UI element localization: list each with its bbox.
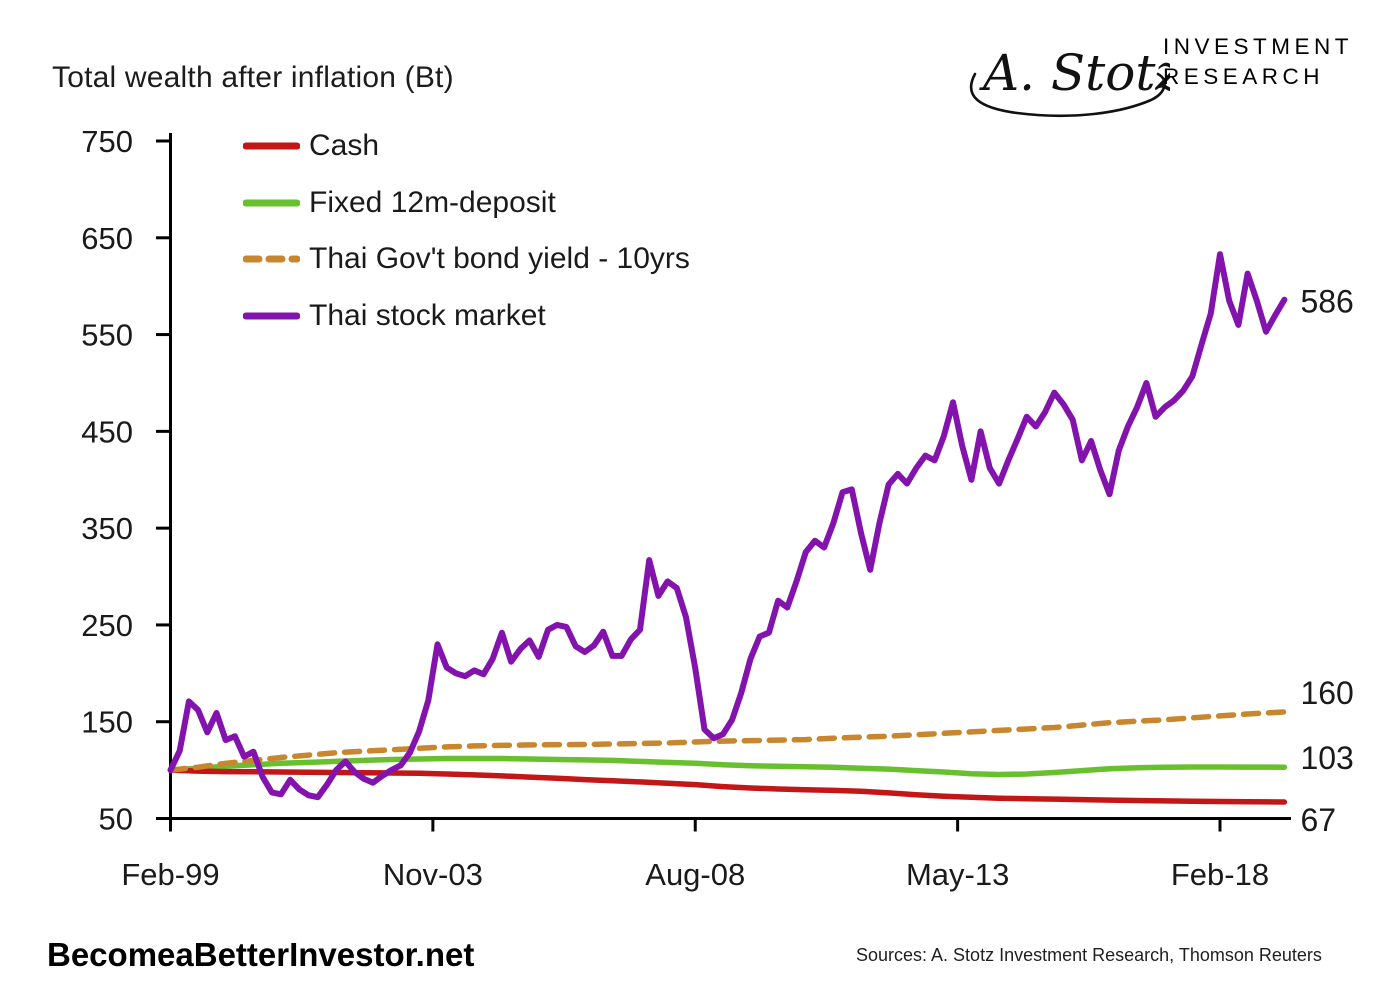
- legend-swatch-cash: [243, 142, 300, 150]
- y-tick-label: 50: [99, 802, 133, 837]
- y-tick-label: 450: [81, 414, 133, 449]
- legend-label: Thai stock market: [309, 298, 546, 332]
- logo-wordmark: INVESTMENT RESEARCH: [1163, 32, 1353, 92]
- series-line-thai-stock-market: [167, 251, 1288, 801]
- legend-label: Fixed 12m-deposit: [309, 185, 556, 219]
- legend-swatch-thai-gov-t-bond-yield-10yrs: [243, 255, 300, 263]
- legend-swatch-thai-stock-market: [243, 312, 300, 320]
- end-label-thai-stock-market: 586: [1300, 284, 1353, 320]
- logo-wordmark-line2: RESEARCH: [1163, 64, 1325, 89]
- x-tick-label: May-13: [906, 857, 1009, 892]
- series-line-cash: [167, 767, 1288, 805]
- x-tick-label: Feb-99: [121, 857, 219, 892]
- x-tick-label: Aug-08: [645, 857, 745, 892]
- legend-label: Thai Gov't bond yield - 10yrs: [309, 242, 690, 276]
- signature-flourish-stroke: [969, 72, 1166, 118]
- end-label-cash: 67: [1300, 802, 1336, 838]
- end-label-thai-gov-t-bond-yield-10yrs: 160: [1300, 675, 1353, 711]
- legend-item-thai-stock-market: Thai stock market: [243, 288, 690, 345]
- legend-item-thai-gov-t-bond-yield-10yrs: Thai Gov't bond yield - 10yrs: [243, 231, 690, 288]
- chart-title: Total wealth after inflation (Bt): [52, 61, 454, 94]
- y-tick-label: 550: [81, 318, 133, 353]
- x-tick-label: Nov-03: [383, 857, 483, 892]
- legend-label: Cash: [309, 129, 380, 163]
- legend-item-cash: Cash: [243, 118, 690, 175]
- y-tick-label: 150: [81, 705, 133, 740]
- x-tick-label: Feb-18: [1171, 857, 1269, 892]
- end-label-fixed-12m-deposit: 103: [1300, 740, 1353, 776]
- y-tick-label: 650: [81, 221, 133, 256]
- series-line-fixed-12m-deposit: [167, 755, 1288, 778]
- footer-sources: Sources: A. Stotz Investment Research, T…: [856, 945, 1322, 965]
- logo-signature-text: A. Stotz: [979, 44, 1170, 102]
- legend-swatch-fixed-12m-deposit: [243, 199, 300, 207]
- footer-site-name: BecomeaBetterInvestor.net: [47, 936, 475, 973]
- logo-wordmark-line1: INVESTMENT: [1163, 34, 1354, 59]
- y-tick-label: 750: [81, 124, 133, 159]
- y-tick-label: 250: [81, 608, 133, 643]
- y-tick-label: 350: [81, 511, 133, 546]
- legend: Cash Fixed 12m-deposit Thai Gov't bond yie…: [243, 118, 690, 344]
- logo: A. Stotz INVESTMENT RESEARCH: [955, 12, 1375, 122]
- logo-signature: A. Stotz: [969, 44, 1170, 118]
- legend-item-fixed-12m-deposit: Fixed 12m-deposit: [243, 175, 690, 232]
- series-line-thai-gov-t-bond-yield-10yrs: [167, 709, 1288, 773]
